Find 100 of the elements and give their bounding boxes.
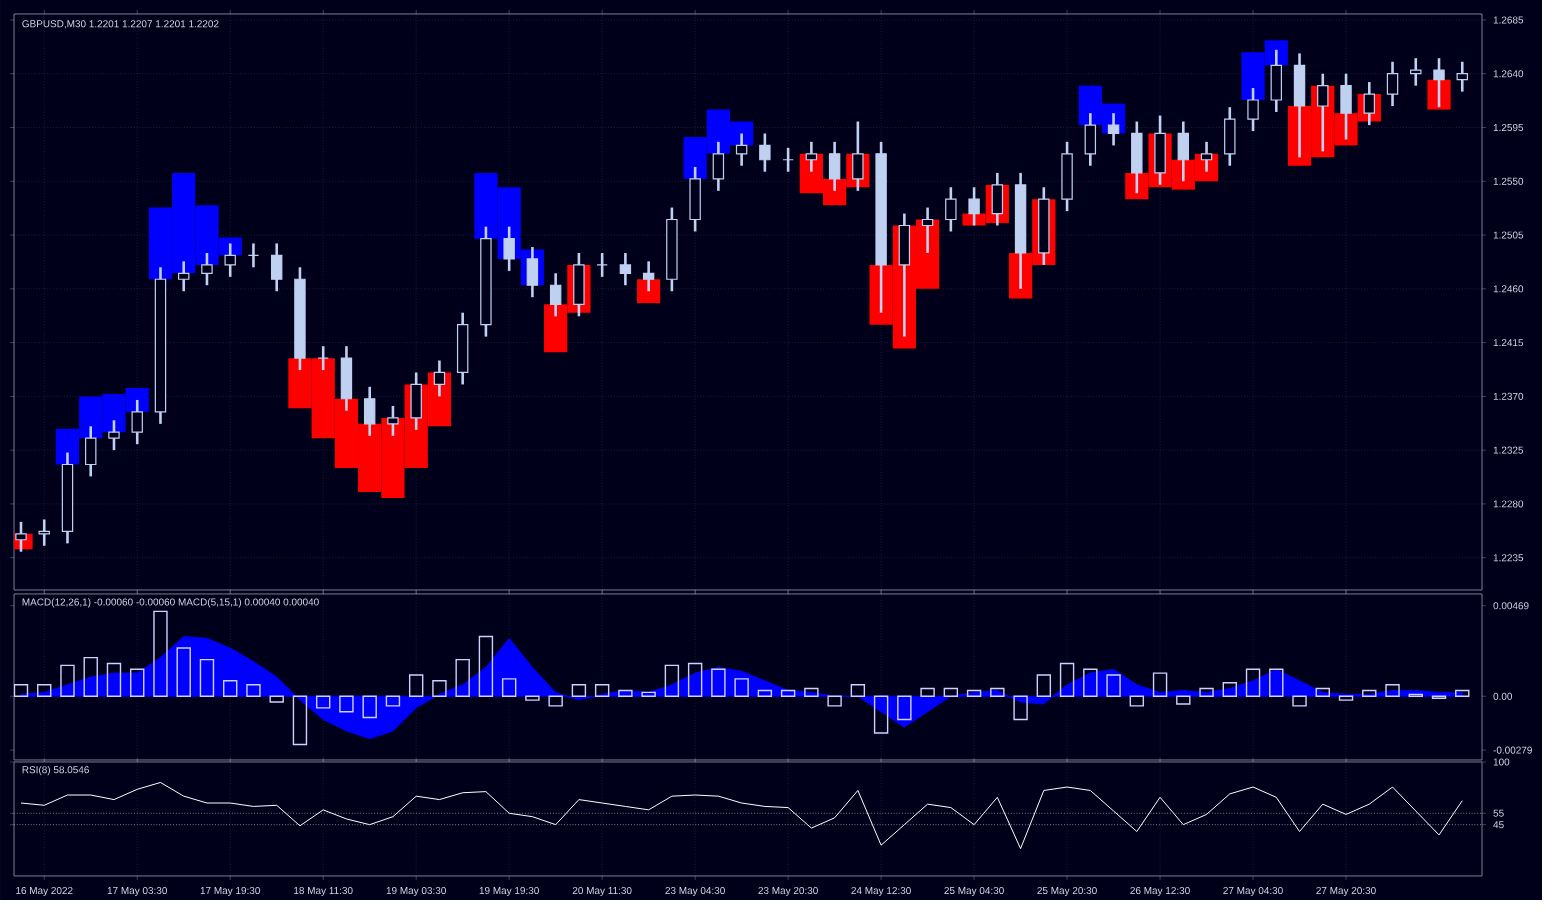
candlestick — [503, 225, 515, 273]
candlestick — [619, 251, 632, 287]
candlestick — [596, 251, 608, 279]
bar — [1222, 682, 1238, 697]
candlestick — [1154, 114, 1166, 187]
bar — [804, 687, 819, 697]
bar — [966, 689, 982, 697]
bar — [246, 683, 261, 697]
candlestick — [247, 242, 260, 269]
bar — [827, 695, 842, 707]
bar — [1176, 695, 1191, 705]
candlestick — [1107, 111, 1120, 147]
bar — [1292, 695, 1307, 707]
bar — [897, 695, 912, 721]
candlestick — [270, 242, 283, 293]
bar — [269, 695, 284, 703]
bar — [1152, 672, 1168, 697]
bar — [292, 695, 308, 746]
bar — [106, 662, 122, 697]
bar — [199, 658, 215, 697]
bar — [664, 664, 680, 697]
candlestick — [689, 165, 701, 233]
candlestick — [1247, 86, 1259, 133]
bar — [548, 695, 563, 707]
bar — [130, 668, 145, 697]
bar — [501, 678, 517, 697]
bar — [1199, 687, 1214, 697]
candlestick — [991, 171, 1004, 227]
line-series — [20, 781, 1463, 850]
bar — [525, 695, 540, 701]
candlestick — [108, 418, 120, 452]
candlestick — [898, 212, 911, 338]
bar — [339, 695, 354, 713]
candlestick — [387, 404, 399, 438]
bar — [873, 695, 889, 734]
candlestick — [1293, 52, 1306, 159]
bar — [37, 683, 52, 697]
bar — [60, 664, 75, 697]
bar — [315, 695, 331, 709]
candlestick — [805, 140, 818, 174]
candlestick — [178, 260, 190, 293]
bar — [687, 662, 703, 697]
bar — [780, 689, 796, 697]
bar — [850, 683, 866, 697]
candlestick — [1224, 105, 1236, 168]
candlestick — [340, 344, 353, 413]
candlestick — [85, 424, 97, 478]
bar — [478, 635, 494, 697]
candlestick — [735, 132, 748, 168]
bar — [571, 683, 587, 697]
bar — [920, 687, 935, 697]
candlestick — [1084, 111, 1097, 168]
bar — [943, 687, 959, 697]
candlestick — [15, 520, 27, 554]
candlestick — [363, 385, 376, 438]
bar — [990, 687, 1005, 697]
candlestick — [1270, 48, 1282, 114]
bar — [1338, 695, 1354, 701]
candlestick — [573, 251, 585, 318]
bar — [1362, 689, 1377, 697]
candlestick — [828, 140, 841, 193]
bar — [1083, 668, 1098, 697]
bar — [594, 683, 610, 697]
candlestick — [433, 359, 446, 398]
candlestick — [1433, 56, 1445, 109]
candlestick — [712, 140, 725, 193]
candlestick — [759, 132, 771, 174]
candlestick — [456, 311, 469, 386]
bar — [1245, 668, 1261, 697]
candlestick — [1340, 72, 1352, 141]
bar — [176, 647, 191, 697]
bar — [432, 680, 447, 697]
candlestick — [1456, 60, 1468, 93]
candlestick — [945, 185, 957, 233]
bar — [362, 695, 377, 719]
bar — [711, 668, 726, 697]
candlestick — [1386, 60, 1399, 108]
candlestick — [968, 185, 980, 227]
candlestick — [1131, 120, 1143, 195]
bar — [618, 689, 633, 697]
candlestick — [1177, 120, 1190, 183]
bar — [14, 683, 29, 697]
bar — [1059, 662, 1075, 697]
candlestick — [317, 344, 329, 372]
candlestick — [1363, 80, 1375, 127]
candlestick — [131, 398, 143, 446]
candlestick — [1061, 140, 1073, 213]
candlestick — [782, 146, 794, 174]
bar — [757, 689, 773, 697]
candlestick — [1200, 140, 1213, 174]
candlestick — [1410, 56, 1422, 87]
bar — [408, 674, 424, 697]
bar — [641, 691, 656, 697]
bar — [734, 678, 749, 697]
candlestick — [38, 518, 50, 548]
bar — [223, 680, 238, 697]
candlestick — [852, 120, 864, 193]
bar — [1106, 674, 1121, 697]
candlestick — [549, 271, 562, 318]
candlestick — [201, 251, 213, 287]
